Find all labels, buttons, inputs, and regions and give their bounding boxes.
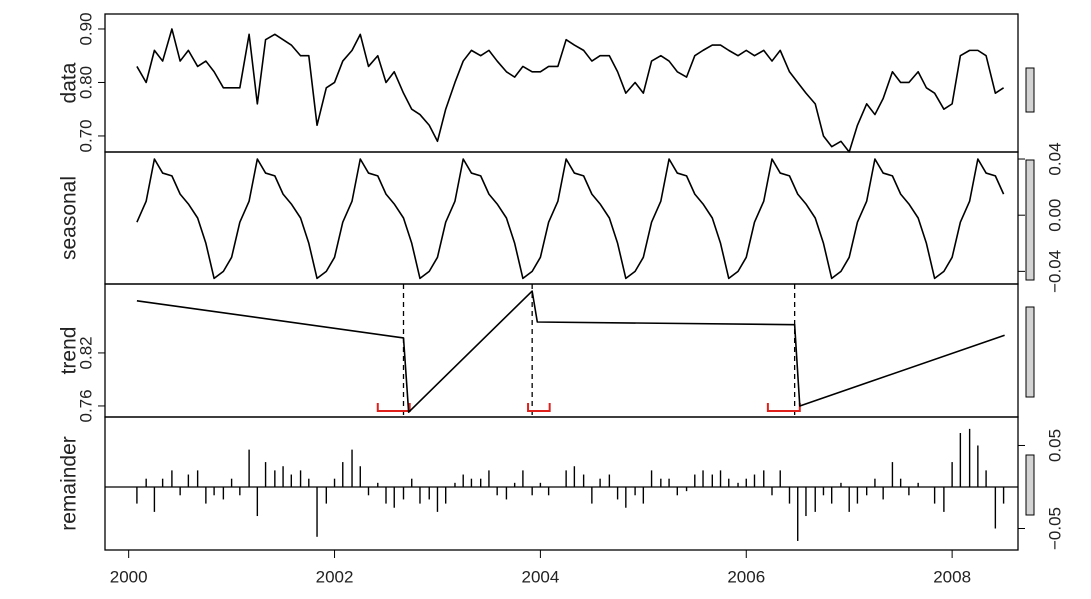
y-tick-label: −0.05 [1045, 507, 1064, 550]
series-line [136, 28, 1005, 153]
x-tick-label: 2008 [933, 567, 971, 586]
panel-frame [104, 13, 1019, 153]
y-axis-label: trend [58, 327, 81, 375]
breakpoint-interval [527, 403, 551, 412]
scale-bar [1025, 306, 1035, 398]
y-tick-label: −0.04 [1045, 250, 1064, 293]
scale-bar [1025, 67, 1035, 113]
y-axis-label: seasonal [58, 176, 81, 260]
y-axis-label: data [58, 62, 81, 103]
scale-bar [1025, 454, 1035, 516]
series-line [136, 290, 1005, 413]
breakpoint-interval [376, 403, 411, 412]
scale-bar [1025, 159, 1035, 281]
panel-frame [104, 416, 1019, 551]
panel-frame [104, 283, 1019, 418]
y-tick-label: 0.82 [76, 336, 95, 369]
x-tick-label: 2000 [110, 567, 148, 586]
y-tick-label: 0.80 [76, 66, 95, 99]
series-line [136, 158, 1005, 280]
y-tick-label: 0.90 [76, 12, 95, 45]
x-tick-label: 2004 [521, 567, 559, 586]
y-tick-label: 0.04 [1045, 142, 1064, 175]
breakpoint-interval [766, 403, 801, 412]
y-tick-label: 0.70 [76, 119, 95, 152]
y-tick-label: 0.76 [76, 389, 95, 422]
y-axis-label: remainder [58, 436, 81, 531]
x-tick-label: 2002 [316, 567, 354, 586]
y-tick-label: 0.00 [1045, 199, 1064, 232]
y-tick-label: 0.05 [1045, 429, 1064, 462]
x-tick-label: 2006 [727, 567, 765, 586]
